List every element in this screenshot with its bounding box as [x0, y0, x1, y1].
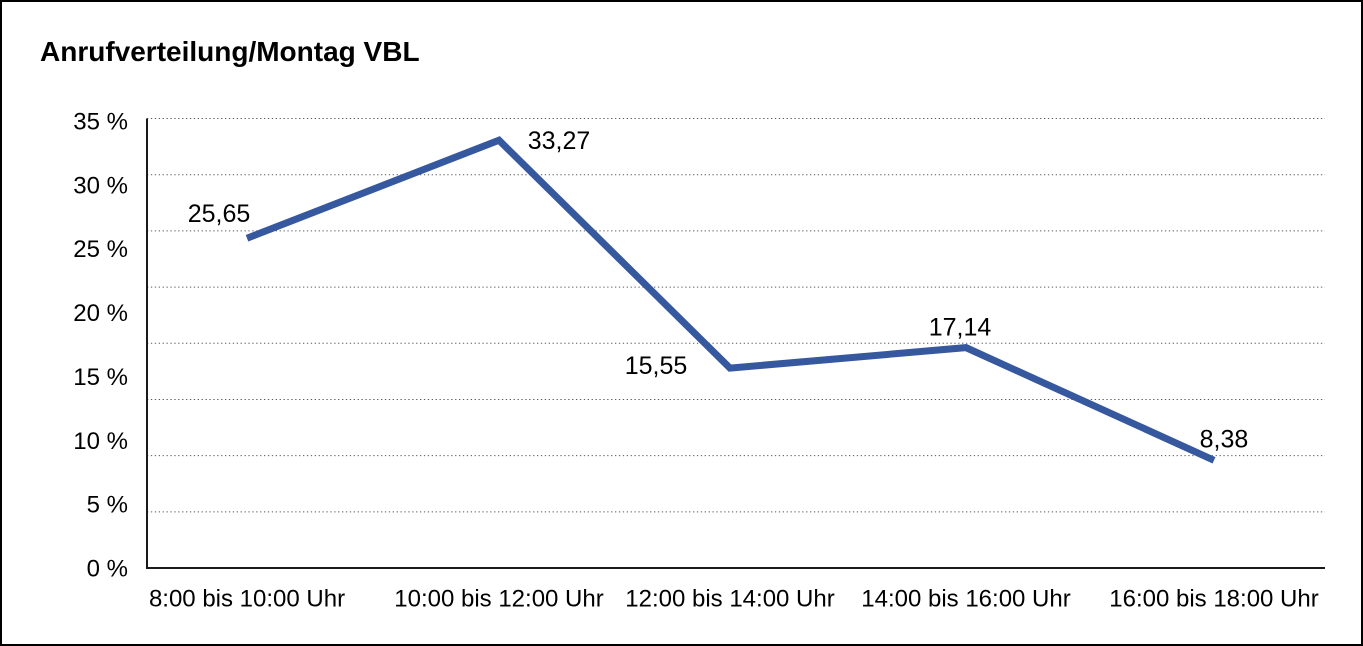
y-tick-label: 25 % — [73, 236, 128, 263]
y-tick-label: 30 % — [73, 172, 128, 199]
y-tick-label: 10 % — [73, 428, 128, 455]
data-label: 8,38 — [1200, 425, 1249, 453]
series-line — [245, 136, 1216, 464]
x-tick-label: 16:00 bis 18:00 Uhr — [1109, 586, 1318, 613]
data-label: 15,55 — [625, 352, 688, 380]
x-tick-label: 8:00 bis 10:00 Uhr — [149, 586, 345, 613]
y-tick-label: 0 % — [87, 556, 128, 583]
data-label: 17,14 — [929, 314, 992, 342]
data-label: 25,65 — [188, 200, 251, 228]
x-tick-label: 12:00 bis 14:00 Uhr — [625, 586, 834, 613]
chart-title: Anrufverteilung/Montag VBL — [40, 36, 420, 67]
data-label: 33,27 — [528, 127, 591, 155]
x-tick-label: 14:00 bis 16:00 Uhr — [861, 586, 1070, 613]
y-tick-label: 15 % — [73, 364, 128, 391]
y-tick-label: 5 % — [87, 492, 128, 519]
y-tick-label: 20 % — [73, 300, 128, 327]
x-tick-label: 10:00 bis 12:00 Uhr — [394, 586, 603, 613]
y-tick-label: 35 % — [73, 109, 128, 136]
